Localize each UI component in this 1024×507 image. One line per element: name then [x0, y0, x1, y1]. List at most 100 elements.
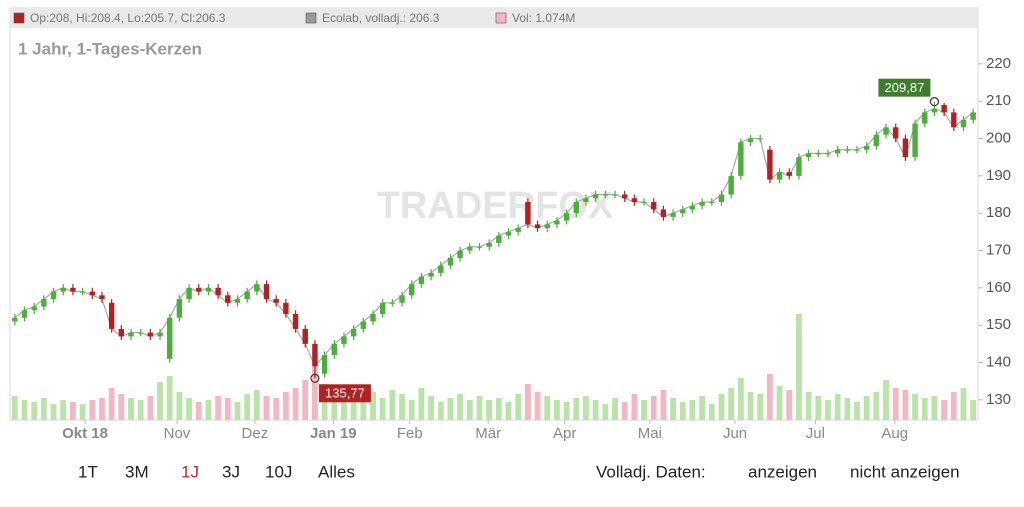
candle-body: [486, 243, 492, 247]
range-button[interactable]: 1T: [78, 462, 98, 481]
volume-bar: [234, 402, 241, 420]
volume-bar: [718, 394, 725, 420]
x-tick-label: Mär: [475, 425, 501, 442]
candle-body: [157, 332, 163, 337]
volume-bar: [612, 398, 618, 420]
volume-bar: [302, 380, 309, 420]
candle-body: [60, 287, 66, 292]
candle-body: [534, 224, 541, 229]
volume-bar: [737, 378, 744, 420]
volume-bar: [79, 404, 86, 420]
y-tick-label: 130: [986, 391, 1011, 408]
candle-body: [834, 149, 841, 154]
candle-body: [960, 119, 967, 128]
candle-body: [651, 201, 657, 210]
candle-body: [757, 138, 763, 140]
candle-body: [89, 291, 95, 296]
x-tick-label: Okt 18: [62, 425, 108, 442]
candle-body: [863, 145, 870, 150]
volume-bar: [176, 392, 183, 420]
candle-body: [699, 201, 705, 206]
volume-bar: [554, 400, 560, 420]
candle-body: [505, 231, 512, 236]
candle-body: [418, 276, 425, 285]
volume-bar: [815, 396, 822, 420]
volume-bar: [825, 400, 831, 420]
range-button[interactable]: 3M: [125, 462, 149, 481]
candle-body: [660, 209, 667, 217]
range-button[interactable]: 1J: [181, 462, 199, 481]
volume-bar: [244, 394, 251, 420]
candle-body: [573, 201, 579, 214]
volume-bar: [776, 386, 783, 420]
volume-bar: [457, 394, 464, 420]
volume-bar: [50, 404, 57, 420]
legend-label: Op:208, Hi:208.4, Lo:205.7, Cl:206.3: [30, 11, 226, 25]
volume-bar: [108, 388, 115, 420]
x-tick-label: Jul: [806, 425, 825, 442]
candle-body: [438, 265, 444, 273]
candle-body: [118, 328, 125, 337]
candle-body: [747, 138, 754, 143]
volume-bar: [60, 400, 67, 420]
volume-bar: [670, 398, 676, 420]
volume-bar: [495, 398, 502, 420]
volladj-option[interactable]: anzeigen: [748, 462, 817, 481]
candle-body: [883, 127, 889, 135]
volume-bar: [766, 374, 773, 420]
volume-bar: [931, 396, 938, 420]
candle-body: [292, 313, 299, 329]
y-tick-label: 210: [986, 92, 1011, 109]
volume-bar: [786, 390, 793, 420]
y-tick-label: 170: [986, 241, 1011, 258]
legend-swatch: [495, 12, 507, 24]
candle-body: [176, 299, 183, 318]
candle-body: [602, 194, 609, 196]
volume-bar: [660, 390, 667, 420]
volume-bar: [350, 400, 357, 420]
candle-body: [137, 332, 144, 334]
candle-body: [496, 235, 502, 244]
volume-bar: [486, 400, 493, 420]
candle-body: [302, 328, 308, 344]
volume-bar: [631, 394, 638, 420]
candle-body: [41, 299, 47, 307]
candle-body: [215, 287, 221, 296]
candle-body: [680, 209, 686, 214]
volume-bar: [11, 396, 18, 420]
candle-body: [912, 123, 918, 158]
candle-body: [592, 194, 599, 199]
volume-bar: [89, 400, 96, 420]
candle-body: [186, 287, 192, 300]
extreme-marker: [310, 373, 320, 383]
volume-bar: [960, 388, 967, 420]
extreme-label: 135,77: [325, 386, 365, 401]
volume-bar: [292, 388, 299, 420]
range-button[interactable]: 3J: [222, 462, 240, 481]
candle-body: [360, 321, 367, 329]
volume-bar: [389, 390, 396, 420]
volladj-option[interactable]: nicht anzeigen: [850, 462, 960, 481]
candle-body: [79, 291, 86, 293]
candle-body: [99, 295, 105, 300]
candle-body: [379, 302, 386, 314]
volume-bar: [854, 402, 860, 420]
candle-body: [283, 302, 289, 314]
range-button[interactable]: 10J: [265, 462, 292, 481]
volume-bar: [912, 394, 918, 420]
volume-bar: [563, 402, 570, 420]
chart-title: 1 Jahr, 1-Tages-Kerzen: [18, 39, 202, 58]
volume-bar: [892, 388, 899, 420]
candle-body: [922, 112, 928, 124]
candle-body: [515, 228, 521, 232]
range-button[interactable]: Alles: [318, 462, 355, 481]
candle-body: [670, 213, 676, 217]
candle-body: [776, 172, 783, 180]
candle-body: [341, 336, 347, 344]
x-tick-label: Apr: [553, 425, 576, 442]
volume-bar: [341, 398, 347, 420]
volume-bar: [253, 390, 260, 420]
candle-body: [738, 142, 744, 176]
candle-body: [370, 313, 376, 322]
legend-swatch: [305, 12, 317, 24]
